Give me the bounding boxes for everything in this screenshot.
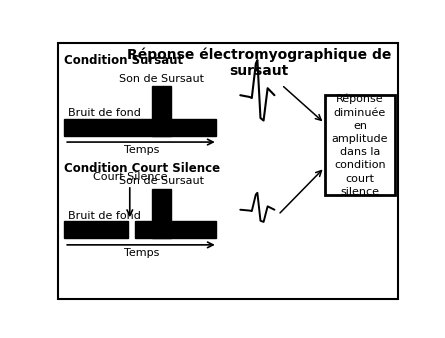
Bar (325, 95, 395, 195)
Text: Son de Sursaut: Son de Sursaut (119, 176, 204, 186)
Text: Condition Sursaut: Condition Sursaut (64, 54, 183, 67)
Text: Bruit de fond: Bruit de fond (68, 108, 141, 118)
Bar (64, 221, 128, 238)
Text: Court Silence: Court Silence (93, 172, 167, 183)
Bar (135, 221, 216, 238)
Bar (152, 86, 171, 136)
Text: Temps: Temps (124, 145, 159, 155)
Text: Réponse
diminuée
en
amplitude
dans la
condition
court
silence: Réponse diminuée en amplitude dans la co… (332, 94, 388, 197)
Text: Son de Sursaut: Son de Sursaut (119, 73, 204, 83)
Text: Réponse électromyographique de
sursaut: Réponse électromyographique de sursaut (127, 47, 391, 78)
Bar (64, 119, 216, 136)
Text: Condition Court Silence: Condition Court Silence (64, 162, 220, 175)
Text: Temps: Temps (124, 248, 159, 259)
Bar (152, 189, 171, 238)
Text: Bruit de fond: Bruit de fond (68, 211, 141, 221)
